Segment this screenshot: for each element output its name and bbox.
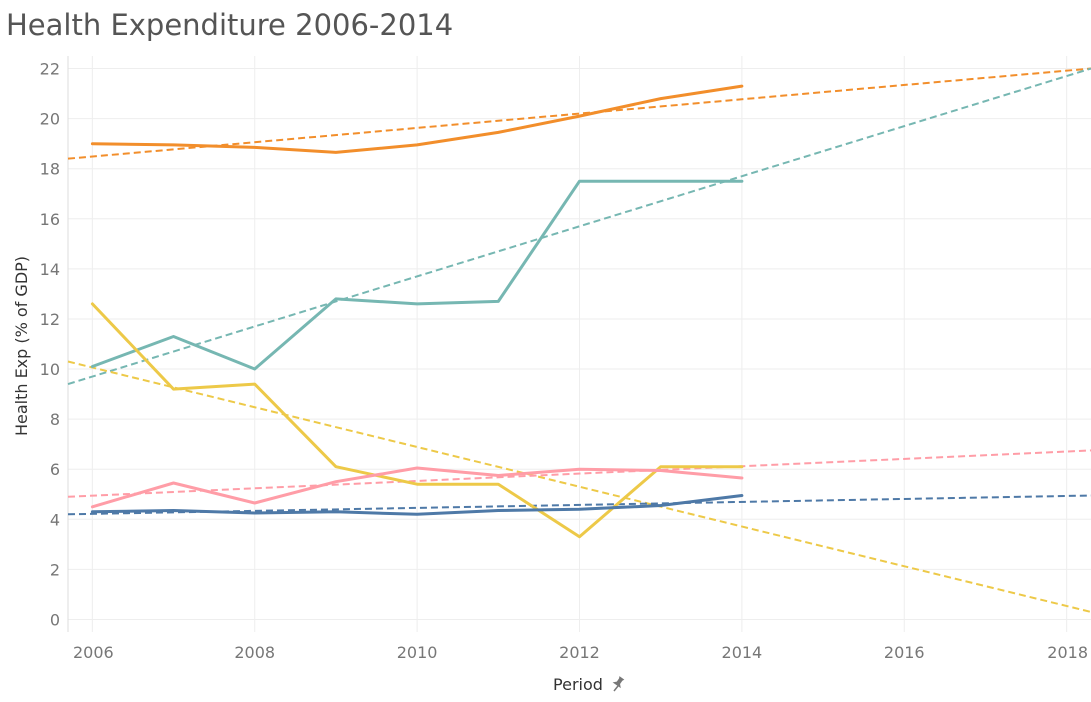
y-tick-label: 8 bbox=[50, 410, 60, 429]
y-tick-label: 16 bbox=[40, 210, 60, 229]
y-tick-label: 10 bbox=[40, 360, 60, 379]
y-tick-label: 18 bbox=[40, 160, 60, 179]
y-axis-title[interactable]: Health Exp (% of GDP) bbox=[12, 256, 31, 436]
trend-line[interactable] bbox=[67, 67, 1091, 160]
y-tick-label: 14 bbox=[40, 260, 60, 279]
y-tick-label: 0 bbox=[50, 610, 60, 629]
x-tick-label: 2016 bbox=[884, 643, 925, 662]
x-tick-label: 2006 bbox=[73, 643, 114, 662]
series-line[interactable] bbox=[90, 494, 744, 516]
y-tick-label: 12 bbox=[40, 310, 60, 329]
series-line[interactable] bbox=[90, 179, 744, 371]
series-lines bbox=[90, 84, 744, 539]
y-tick-label: 2 bbox=[50, 560, 60, 579]
x-tick-label: 2010 bbox=[397, 643, 438, 662]
series-line[interactable] bbox=[90, 466, 744, 509]
chart-title: Health Expenditure 2006-2014 bbox=[6, 8, 454, 42]
x-axis-title[interactable]: Period bbox=[553, 675, 603, 694]
x-tick-label: 2008 bbox=[234, 643, 275, 662]
series-line[interactable] bbox=[90, 84, 744, 154]
y-tick-label: 6 bbox=[50, 460, 60, 479]
grid bbox=[67, 56, 1091, 632]
x-tick-label: 2018 bbox=[1047, 643, 1088, 662]
y-tick-label: 22 bbox=[40, 60, 60, 79]
series-line[interactable] bbox=[90, 302, 744, 539]
y-tick-label: 20 bbox=[40, 110, 60, 129]
pin-icon[interactable] bbox=[612, 675, 626, 692]
x-axis: 2006 2008 2010 2012 2014 2016 2018 bbox=[73, 643, 1088, 662]
y-axis: 0 2 4 6 8 10 12 14 16 18 20 22 bbox=[40, 60, 60, 630]
y-tick-label: 4 bbox=[50, 510, 60, 529]
trend-line[interactable] bbox=[67, 67, 1091, 386]
x-tick-label: 2012 bbox=[559, 643, 600, 662]
x-tick-label: 2014 bbox=[722, 643, 763, 662]
trend-line[interactable] bbox=[67, 449, 1091, 498]
